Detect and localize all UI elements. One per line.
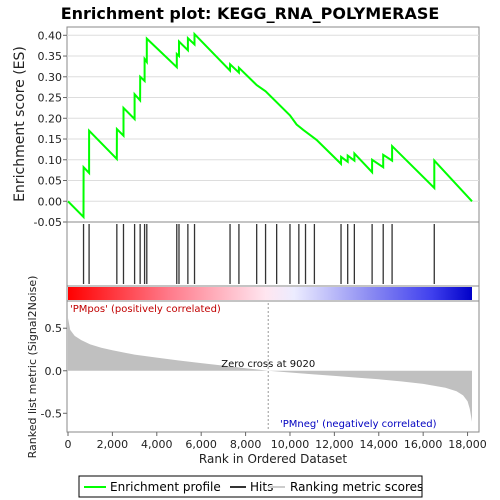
x-axis-label: Rank in Ordered Dataset (199, 452, 347, 466)
metric-y-axis-label: Ranked list metric (Signal2Noise) (26, 276, 39, 459)
es-y-tick-label: 0.20 (38, 112, 63, 125)
zero-cross-label: Zero cross at 9020 (221, 359, 315, 370)
x-tick-label: 2,000 (97, 438, 129, 451)
metric-panel: -0.5 0.0 0.5 Zero cross at 9020 'PMpos' (p… (26, 276, 487, 466)
es-y-tick-label: 0.40 (38, 29, 63, 42)
es-y-tick-label: 0.35 (38, 50, 63, 63)
legend-metric-label: Ranking metric scores (290, 480, 423, 494)
x-tick-label: 6,000 (185, 438, 217, 451)
es-y-tick-label: -0.05 (34, 216, 62, 229)
metric-y-tick-label: -0.5 (41, 407, 62, 420)
chart-title: Enrichment plot: KEGG_RNA_POLYMERASE (61, 4, 440, 23)
es-y-axis-label: Enrichment score (ES) (12, 46, 28, 202)
enrichment-profile-line (67, 31, 473, 220)
ranking-metric-area (68, 318, 472, 422)
x-tick-label: 18,000 (448, 438, 487, 451)
x-tick-label: 14,000 (360, 438, 399, 451)
x-tick-label: 4,000 (141, 438, 173, 451)
hits-panel (66, 221, 480, 287)
es-panel: -0.05 0.00 0.05 0.10 0.15 0.20 0.25 0.30 0.35 0.4… (12, 26, 480, 229)
positive-annotation: 'PMpos' (positively correlated) (70, 304, 221, 315)
metric-y-tick-label: 0.5 (45, 322, 63, 335)
metric-y-tick-label: 0.0 (45, 365, 63, 378)
es-y-tick-label: 0.00 (38, 195, 63, 208)
es-y-tick-label: 0.15 (38, 133, 63, 146)
es-y-tick-label: 0.25 (38, 92, 63, 105)
x-tick-label: 12,000 (315, 438, 354, 451)
es-y-tick-label: 0.05 (38, 175, 63, 188)
legend: Enrichment profile Hits Ranking metric s… (78, 475, 423, 498)
legend-profile-label: Enrichment profile (110, 480, 221, 494)
x-tick-label: 16,000 (404, 438, 443, 451)
hit-markers (82, 224, 435, 284)
x-tick-label: 8,000 (230, 438, 262, 451)
es-y-tick-label: 0.30 (38, 71, 63, 84)
legend-hits-label: Hits (250, 480, 273, 494)
es-y-ticks: -0.05 0.00 0.05 0.10 0.15 0.20 0.25 0.30 0.35 0.4… (34, 29, 67, 229)
x-tick-label: 10,000 (271, 438, 310, 451)
metric-y-ticks: -0.5 0.0 0.5 (41, 322, 67, 420)
x-tick-label: 0 (65, 438, 72, 451)
rank-color-bar (66, 285, 480, 302)
es-y-tick-label: 0.10 (38, 154, 63, 167)
negative-annotation: 'PMneg' (negatively correlated) (280, 419, 437, 430)
x-axis-ticks: 0 2,000 4,000 6,000 8,000 10,000 12,000 14,000 1… (65, 432, 487, 451)
